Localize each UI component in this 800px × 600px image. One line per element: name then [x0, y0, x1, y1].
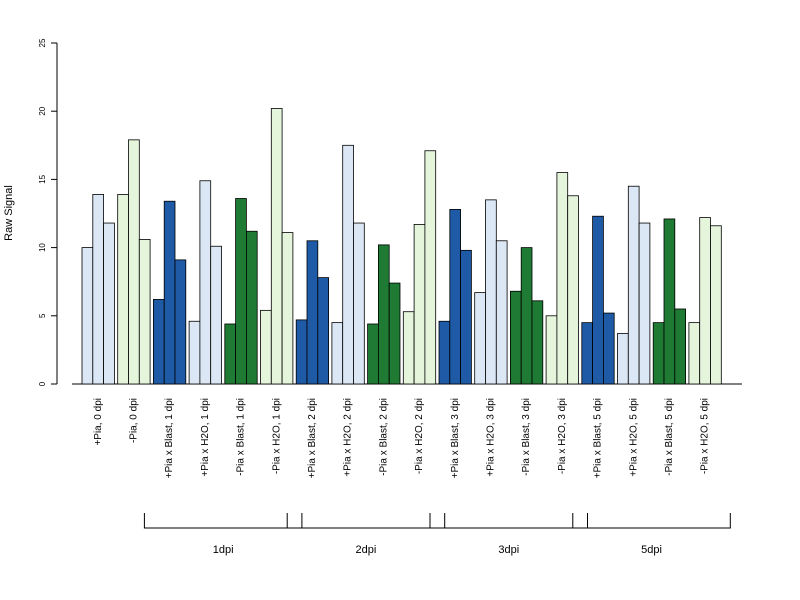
group-label: 5dpi — [641, 544, 662, 556]
y-axis-label: Raw Signal — [3, 185, 15, 241]
x-tick-label: -Pia x H2O, 1 dpi — [271, 398, 282, 474]
group-label: 2dpi — [356, 544, 377, 556]
x-tick-label: +Pia x Blast, 5 dpi — [593, 398, 604, 478]
bar — [710, 225, 722, 385]
bar — [306, 240, 319, 385]
bar — [438, 320, 451, 385]
group-label: 3dpi — [498, 544, 519, 556]
bar — [460, 249, 472, 385]
bar — [199, 180, 212, 385]
bar — [188, 320, 201, 385]
bar — [474, 292, 486, 385]
bar — [138, 239, 151, 385]
bar — [224, 323, 237, 385]
bar — [509, 290, 522, 385]
x-tick-label: +Pia x H2O, 2 dpi — [343, 398, 354, 477]
bar — [556, 172, 569, 385]
bar — [317, 277, 329, 385]
x-tick-label: -Pia, 0 dpi — [129, 398, 140, 443]
bar — [449, 209, 461, 385]
bar — [128, 139, 140, 385]
y-tick-label: 15 — [38, 174, 47, 183]
bar — [342, 144, 354, 385]
group-bracket — [286, 513, 446, 529]
x-tick-label: +Pia x H2O, 1 dpi — [200, 398, 211, 477]
y-tick-label: 5 — [38, 313, 47, 318]
bar — [377, 244, 390, 385]
bar — [81, 247, 94, 385]
x-tick-label: +Pia x Blast, 3 dpi — [450, 398, 461, 478]
x-tick-label: +Pia x Blast, 1 dpi — [164, 398, 175, 478]
bar — [388, 282, 401, 385]
group-bracket — [572, 513, 731, 529]
bar — [152, 299, 165, 385]
x-tick-label: -Pia x Blast, 3 dpi — [521, 398, 532, 476]
bar — [485, 199, 497, 385]
bar — [531, 300, 544, 385]
bar — [260, 309, 272, 385]
bar — [424, 150, 437, 385]
bar — [603, 312, 615, 385]
bar — [245, 230, 258, 385]
bar — [174, 259, 187, 385]
bar — [592, 215, 604, 385]
bars — [81, 108, 722, 385]
bar — [567, 195, 579, 385]
x-tick-label: -Pia x Blast, 2 dpi — [378, 398, 389, 476]
bar — [295, 319, 308, 385]
bar — [281, 232, 294, 385]
y-tick-label: 20 — [38, 106, 47, 115]
bar — [627, 185, 640, 385]
x-tick-label: -Pia x H2O, 3 dpi — [557, 398, 568, 474]
bar — [210, 245, 222, 385]
bar — [520, 247, 533, 385]
bar — [270, 108, 283, 385]
bar — [103, 222, 115, 385]
x-tick-label: +Pia, 0 dpi — [93, 398, 104, 446]
y-tick-label: 0 — [38, 381, 47, 386]
bar — [617, 333, 629, 385]
bar — [638, 222, 651, 385]
y-axis: 0 5 10 15 20 25 — [38, 38, 58, 386]
x-tick-label: +Pia x Blast, 2 dpi — [307, 398, 318, 478]
x-tick-label: -Pia x Blast, 1 dpi — [236, 398, 247, 476]
bar — [235, 198, 247, 385]
bar — [92, 194, 105, 385]
bar — [545, 315, 558, 385]
x-tick-label: +Pia x H2O, 5 dpi — [628, 398, 639, 477]
bar — [652, 322, 665, 385]
bar — [353, 222, 365, 385]
bar — [581, 322, 593, 385]
y-tick-label: 10 — [38, 243, 47, 252]
bar — [663, 218, 676, 385]
x-tick-label: -Pia x H2O, 2 dpi — [414, 398, 425, 474]
x-tick-label: -Pia x Blast, 5 dpi — [664, 398, 675, 476]
x-tick-label: +Pia x H2O, 3 dpi — [486, 398, 497, 477]
bar — [117, 194, 129, 385]
bar — [163, 200, 176, 385]
bar — [413, 224, 426, 385]
bar — [674, 308, 686, 385]
x-tick-labels: +Pia, 0 dpi -Pia, 0 dpi +Pia x Blast, 1 dp… — [93, 398, 711, 478]
bar — [495, 240, 508, 385]
bar — [367, 323, 379, 385]
group-bracket — [143, 513, 303, 529]
x-tick-label: -Pia x H2O, 5 dpi — [700, 398, 711, 474]
group-brackets: 1dpi 2dpi 3dpi 5dpi — [143, 513, 731, 556]
bar — [699, 217, 711, 385]
bar — [331, 322, 344, 385]
y-tick-label: 25 — [38, 38, 47, 47]
bar — [402, 311, 415, 385]
group-label: 1dpi — [213, 544, 234, 556]
group-bracket — [429, 513, 588, 529]
bar — [688, 322, 701, 385]
